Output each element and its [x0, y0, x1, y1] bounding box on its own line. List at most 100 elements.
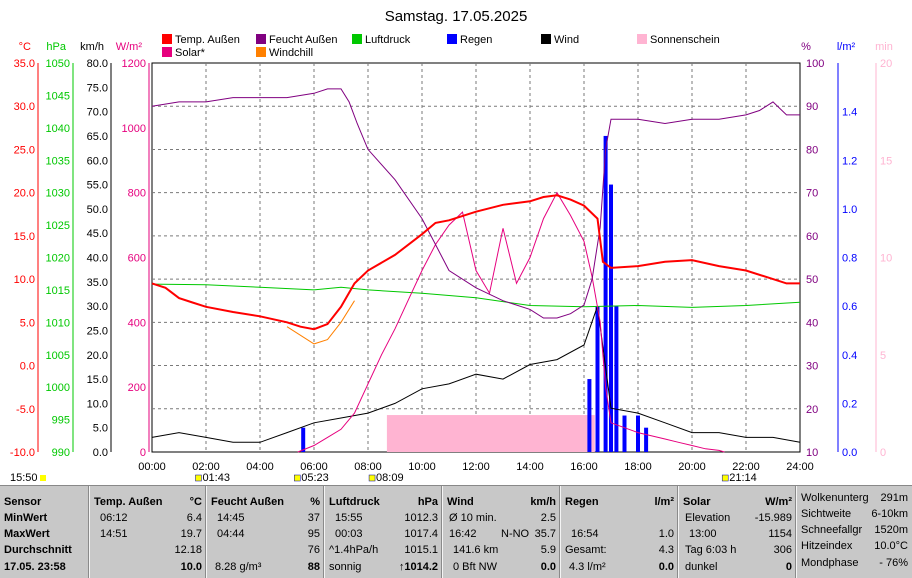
- pressure-column: Luftdruck hPa 15:55 1012.3 00:03 1017.4 ^1.…: [325, 494, 442, 578]
- axis-tick-label: 1.4: [842, 107, 857, 119]
- misc-value: 6-10km: [871, 508, 908, 520]
- misc-value: - 76%: [879, 557, 908, 569]
- rain-column: Regen l/m² 16:54 1.0 Gesamt: 4.3 4.3 l/m² 0.…: [561, 494, 678, 578]
- misc-label: Hitzeindex: [801, 540, 853, 552]
- axis-tick-label: 0.0: [842, 447, 857, 459]
- axis-tick-label: 20: [806, 404, 818, 416]
- wind-max-dir: N-NO: [501, 528, 530, 540]
- axis-tick-label: 70: [806, 188, 818, 200]
- rain-bar: [301, 427, 306, 452]
- event-marker: [721, 474, 729, 482]
- misc-value: 10.0°C: [874, 540, 908, 552]
- rain-total-label: Gesamt:: [565, 544, 607, 556]
- event-label: 15:50: [10, 472, 38, 484]
- pressure-unit: hPa: [417, 496, 438, 508]
- temp-avg: 12.18: [174, 544, 202, 556]
- axis-tick-label: 50: [806, 274, 818, 286]
- rain-rate: 4.3 l/m²: [569, 561, 606, 573]
- legend-label: Temp. Außen: [175, 34, 240, 46]
- sensor-column: Sensor MinWert MaxWert Durchschnitt 17.0…: [0, 494, 89, 578]
- pressure-max-time: 00:03: [335, 528, 363, 540]
- rain-total: 4.3: [658, 544, 674, 556]
- axis-tick-label: 80.0: [87, 58, 108, 70]
- wind-beaufort: 0 Bft NW: [453, 561, 498, 573]
- temp-current: 10.0: [180, 561, 202, 573]
- pressure-header: Luftdruck: [329, 496, 380, 508]
- series-line: [151, 283, 801, 308]
- axis-unit: km/h: [80, 41, 104, 53]
- axis-tick-label: 1035: [46, 155, 70, 167]
- axis-tick-label: -10.0: [10, 447, 35, 459]
- solar-unit: W/m²: [765, 496, 792, 508]
- axis-tick-label: 100: [806, 58, 824, 70]
- axis-unit: W/m²: [116, 41, 143, 53]
- humidity-unit: %: [310, 496, 320, 508]
- axis-tick-label: 45.0: [87, 228, 108, 240]
- series-line: [286, 300, 355, 345]
- axis-tick-label: 1045: [46, 90, 70, 102]
- axis-tick-label: 25.0: [87, 325, 108, 337]
- max-label: MaxWert: [4, 528, 50, 540]
- event-label: 08:09: [376, 472, 404, 484]
- weather-forecast: sonnig: [329, 561, 362, 573]
- x-tick-label: 14:00: [516, 461, 544, 473]
- misc-value: 291m: [880, 492, 908, 504]
- legend-swatch: [162, 47, 172, 57]
- axis-unit: °C: [19, 41, 31, 53]
- axis-tick-label: 0.0: [93, 447, 108, 459]
- axis-tick-label: 15.0: [87, 374, 108, 386]
- wind-distance-value: 5.9: [540, 544, 556, 556]
- solar-max: 1154: [768, 528, 792, 540]
- rain-current: 0.0: [658, 561, 674, 573]
- humidity-min: 37: [307, 512, 320, 524]
- legend-swatch: [541, 34, 551, 44]
- chart-title: Samstag. 17.05.2025: [385, 8, 528, 25]
- x-tick-label: 12:00: [462, 461, 490, 473]
- misc-label: Sichtweite: [801, 508, 852, 520]
- x-tick-label: 08:00: [354, 461, 382, 473]
- axis-tick-label: 35.0: [87, 277, 108, 289]
- axis-tick-label: 15.0: [14, 231, 35, 243]
- solar-elevation-label: Elevation: [685, 512, 731, 524]
- legend-swatch: [637, 34, 647, 44]
- temp-max: 19.7: [180, 528, 202, 540]
- temp-unit: °C: [189, 496, 202, 508]
- temp-header: Temp. Außen: [94, 496, 163, 508]
- event-marker: [294, 474, 301, 482]
- axis-tick-label: 10: [880, 253, 892, 265]
- x-tick-label: 04:00: [246, 461, 274, 473]
- series-line: [151, 194, 800, 331]
- x-tick-label: 20:00: [678, 461, 706, 473]
- rain-max: 1.0: [658, 528, 674, 540]
- rain-bar: [609, 184, 613, 452]
- axis-tick-label: 30.0: [87, 301, 108, 313]
- solar-daylight-label: Tag 6:03 h: [685, 544, 737, 556]
- axis-tick-label: 5.0: [93, 423, 108, 435]
- pressure-min: 1012.3: [404, 512, 438, 524]
- humidity-max-time: 04:44: [217, 528, 245, 540]
- axis-tick-label: 1010: [46, 317, 70, 329]
- wind-max-time: 16:42: [449, 528, 477, 540]
- axis-tick-label: 1000: [46, 382, 70, 394]
- axis-tick-label: 0.2: [842, 398, 857, 410]
- axis-tick-label: 90: [806, 101, 818, 113]
- wind-current: 0.0: [540, 561, 556, 573]
- misc-column: Wolkenunterg 291m Sichtweite 6-10km Schnee…: [797, 490, 912, 574]
- rain-bar: [587, 379, 592, 452]
- solar-dark-label: dunkel: [685, 561, 718, 573]
- axis-tick-label: 0.4: [842, 350, 857, 362]
- solar-current: 0: [785, 561, 792, 573]
- humidity-current: 88: [307, 561, 320, 573]
- axis-tick-label: 400: [128, 317, 146, 329]
- axis-tick-label: 1200: [122, 58, 146, 70]
- axis-tick-label: 40.0: [87, 253, 108, 265]
- axis-tick-label: 200: [128, 382, 146, 394]
- legend-label: Wind: [554, 34, 579, 46]
- legend-label: Luftdruck: [365, 34, 411, 46]
- axis-tick-label: 0.0: [20, 361, 35, 373]
- solar-daylight: 306: [773, 544, 792, 556]
- axis-tick-label: 55.0: [87, 180, 108, 192]
- rain-unit: l/m²: [654, 496, 674, 508]
- wind-unit: km/h: [530, 496, 556, 508]
- rain-bar: [603, 135, 608, 452]
